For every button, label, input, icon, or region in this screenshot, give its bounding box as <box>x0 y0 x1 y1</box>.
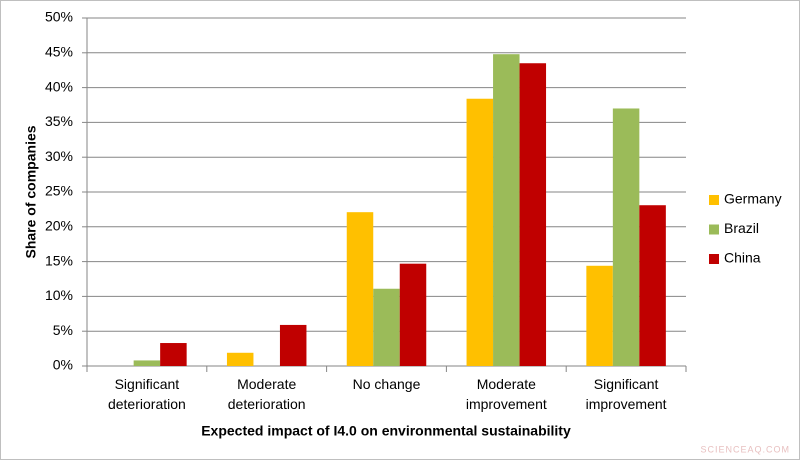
bar <box>160 343 187 366</box>
y-tick-label: 25% <box>45 183 73 199</box>
bar <box>586 265 613 366</box>
x-axis-title: Expected impact of I4.0 on environmental… <box>201 423 571 439</box>
bar <box>399 263 427 366</box>
y-tick-label: 20% <box>45 218 73 234</box>
y-tick-label: 35% <box>45 113 73 129</box>
bar <box>519 63 547 367</box>
bar <box>373 288 400 366</box>
bar <box>346 212 374 366</box>
x-tick-label: No change <box>352 376 421 392</box>
bar <box>493 54 520 366</box>
y-tick-label: 30% <box>45 148 73 164</box>
bar <box>612 108 640 366</box>
y-tick-label: 40% <box>45 78 73 94</box>
y-axis-title: Share of companies <box>23 125 39 258</box>
legend-label: Brazil <box>724 220 759 236</box>
x-tick-label: Moderate deterioration <box>227 376 306 412</box>
bar <box>639 205 666 366</box>
bar <box>279 324 307 366</box>
x-tick-label-box: Moderate deterioration <box>227 376 306 412</box>
x-tick-label-box: Significant deterioration <box>107 376 186 412</box>
x-tick-label: Significant improvement <box>585 376 667 412</box>
y-tick-label: 10% <box>45 287 73 303</box>
x-tick-label-box: Moderate improvement <box>465 376 547 412</box>
x-tick-label-box: Significant improvement <box>585 376 667 412</box>
x-tick-label-box: No change <box>352 376 421 392</box>
x-tick-label: Significant deterioration <box>107 376 186 412</box>
legend-swatch <box>709 254 719 264</box>
legend-swatch <box>709 224 719 235</box>
y-tick-label: 50% <box>45 9 73 25</box>
legend-swatch <box>709 195 719 205</box>
bar <box>133 360 161 366</box>
watermark: SCIENCEAQ.COM <box>700 444 790 454</box>
y-tick-label: 15% <box>45 252 73 268</box>
x-tick-label: Moderate improvement <box>465 376 547 412</box>
bar <box>466 98 494 367</box>
bar <box>226 352 254 366</box>
y-tick-label: 45% <box>45 44 73 60</box>
legend-label: Germany <box>724 191 782 207</box>
y-tick-label: 0% <box>53 357 73 373</box>
legend-label: China <box>724 250 761 266</box>
y-tick-label: 5% <box>53 322 73 338</box>
